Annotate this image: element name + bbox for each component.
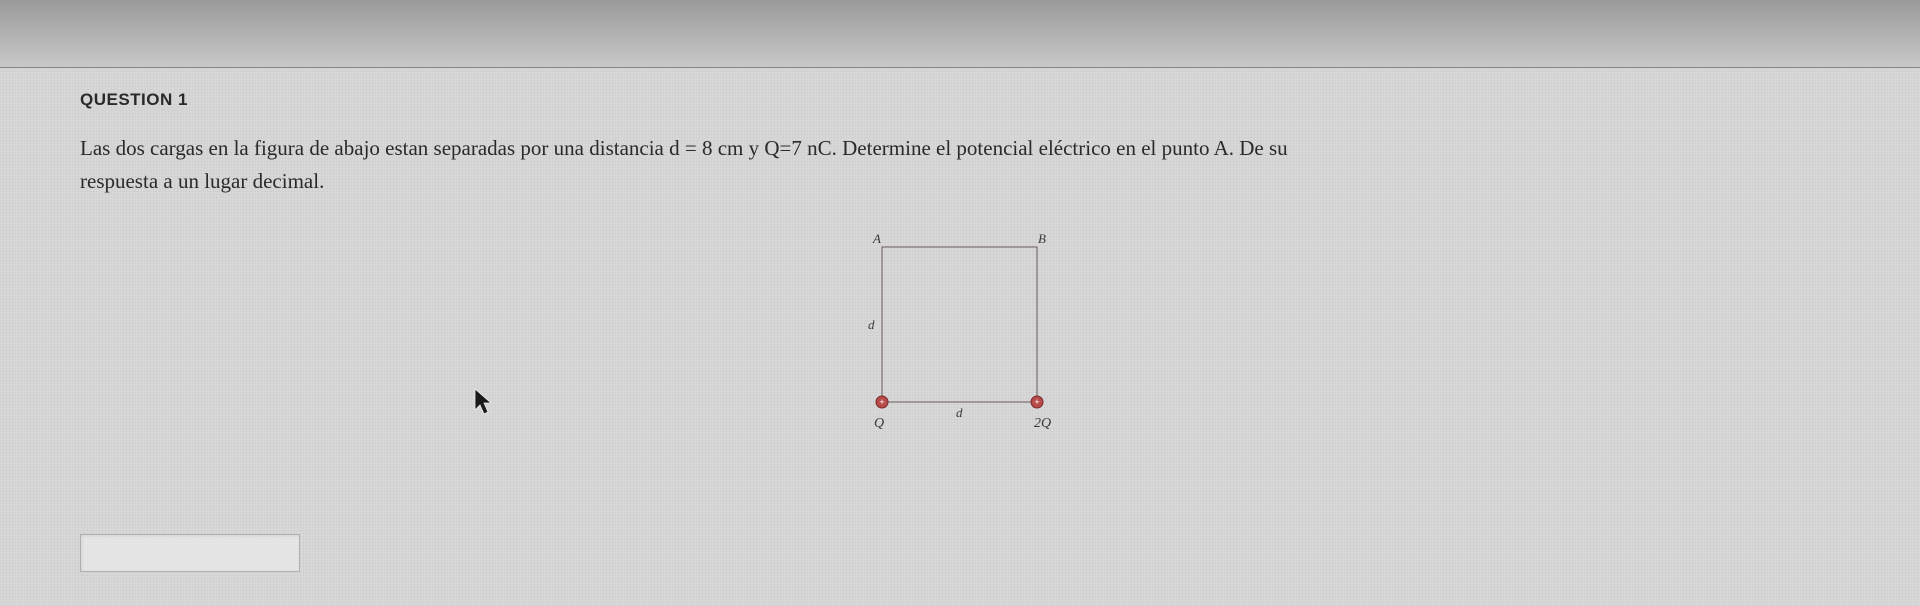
figure-container: A B d d + + Q 2Q bbox=[80, 217, 1840, 437]
charge-2Q-plus: + bbox=[1034, 397, 1039, 407]
top-screen-bar bbox=[0, 0, 1920, 68]
question-panel: QUESTION 1 Las dos cargas en la figura d… bbox=[0, 68, 1920, 457]
label-d-left: d bbox=[868, 317, 875, 332]
label-A: A bbox=[872, 231, 881, 246]
square-charge-figure: A B d d + + Q 2Q bbox=[840, 217, 1080, 437]
label-d-bottom: d bbox=[956, 405, 963, 420]
charge-Q-plus: + bbox=[879, 397, 884, 407]
question-text-line2: respuesta a un lugar decimal. bbox=[80, 169, 324, 193]
label-Q: Q bbox=[874, 416, 884, 431]
label-B: B bbox=[1038, 231, 1046, 246]
question-text: Las dos cargas en la figura de abajo est… bbox=[80, 132, 1840, 197]
label-2Q: 2Q bbox=[1034, 416, 1051, 431]
answer-input-box[interactable] bbox=[80, 534, 300, 572]
square-outline bbox=[882, 247, 1037, 402]
question-header: QUESTION 1 bbox=[80, 90, 1840, 110]
question-text-line1: Las dos cargas en la figura de abajo est… bbox=[80, 136, 1288, 160]
